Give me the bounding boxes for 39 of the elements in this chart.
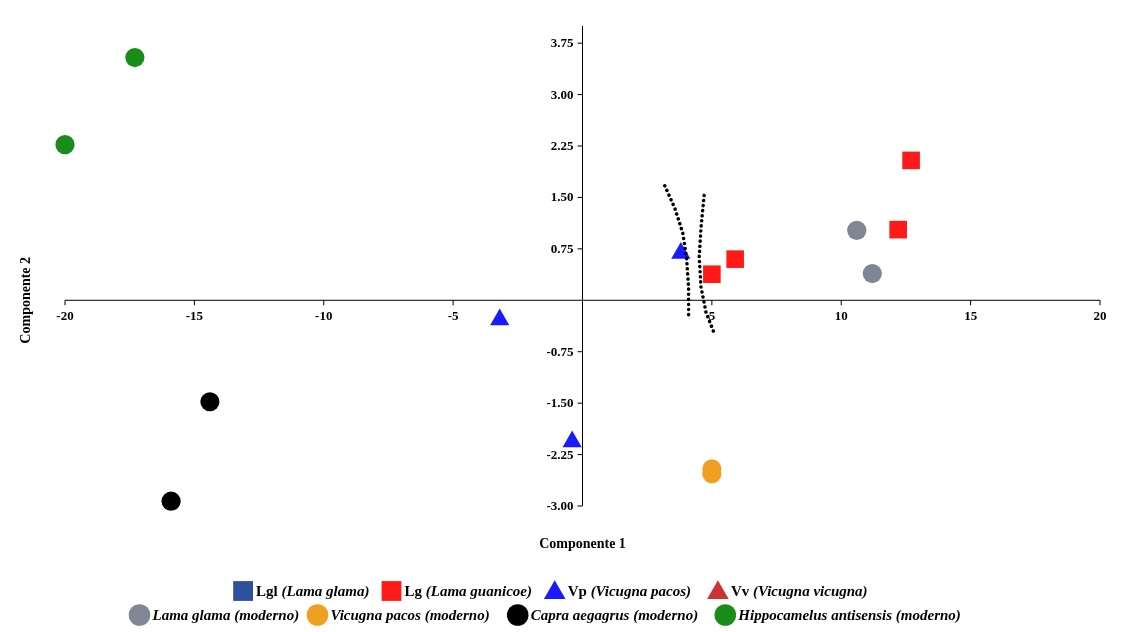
x-tick-label: 10 [834,308,848,324]
legend-label: Lg (Lama guanicoe) [404,583,533,600]
y-tick-label: -1.50 [546,395,574,411]
x-tick-label: -5 [447,308,460,324]
legend-label: Vv (Vicugna vicugna) [730,583,868,600]
legend-label: Hippocamelus antisensis (moderno) [737,607,961,624]
point [847,220,867,240]
y-tick-label: -0.75 [546,343,574,359]
x-tick-label: 5 [708,308,716,324]
legend-label: Vicugna pacos (moderno) [330,607,490,624]
point [490,308,510,326]
x-tick-label: 20 [1093,308,1107,324]
point [161,491,181,511]
x-tick-label: 15 [964,308,978,324]
y-tick-label: -3.00 [546,498,574,513]
legend-label: Lama glama (moderno) [151,607,300,624]
y-tick-label: -2.25 [546,446,574,462]
point [889,220,907,239]
legend-label: Vp (Vicugna pacos) [567,583,692,600]
x-tick-label: -20 [56,308,74,324]
legend-label: Capra aegagrus (moderno) [530,607,699,624]
point [862,263,882,284]
point [703,265,721,284]
point [125,47,145,68]
point [726,250,744,268]
legend-label: Lgl (Lama glama) [256,583,370,600]
point [562,430,582,448]
x-tick-label: -15 [185,308,204,324]
y-axis-title: Componente 2 [18,256,33,344]
y-tick-label: 2.25 [550,138,574,153]
x-axis-title: Componente 1 [539,536,626,551]
y-tick-label: 0.75 [550,240,574,256]
x-tick-label: -10 [315,308,333,324]
point [902,151,920,170]
y-tick-label: 1.50 [550,189,574,205]
point [200,392,220,412]
y-tick-label: 3.75 [550,35,574,51]
point [55,135,75,155]
y-tick-label: 3.00 [550,86,574,102]
